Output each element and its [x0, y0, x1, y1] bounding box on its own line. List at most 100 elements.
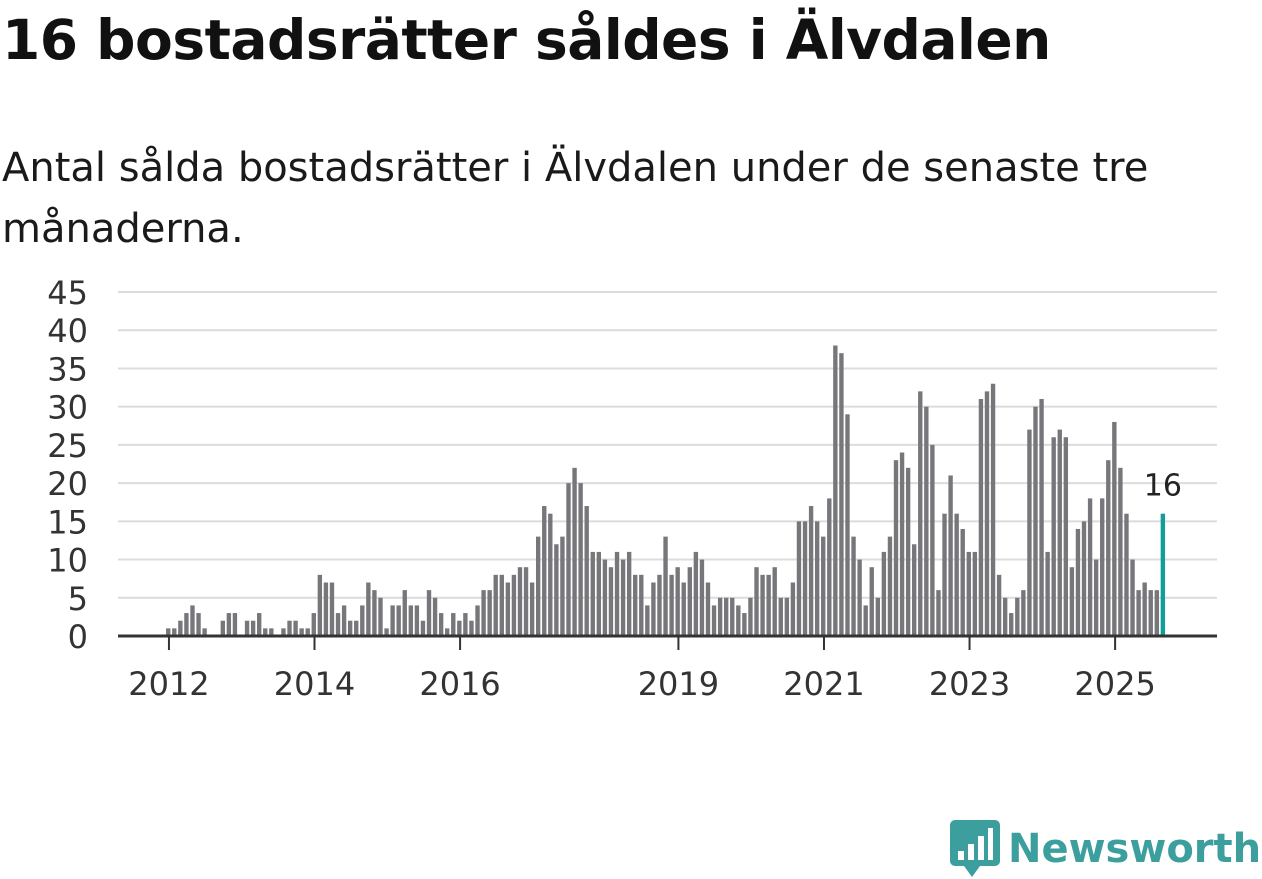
y-tick-label: 0	[68, 618, 88, 656]
bar	[390, 605, 395, 636]
bar	[341, 605, 347, 636]
bar	[887, 536, 893, 636]
bar	[930, 444, 935, 636]
bar	[463, 613, 468, 636]
bar	[1112, 421, 1117, 636]
bar	[202, 628, 207, 636]
bar	[244, 620, 250, 636]
bar	[724, 597, 729, 636]
bar	[936, 590, 941, 636]
bar	[912, 544, 917, 636]
x-axis-ticks: 2012 2014 2016 2019 2021 2023 2025	[128, 636, 1156, 703]
bar	[687, 567, 692, 636]
brand-logo: Newsworthy	[950, 820, 1262, 878]
bar	[1045, 551, 1050, 636]
bar	[584, 506, 589, 636]
bar	[590, 551, 595, 636]
bar	[232, 613, 238, 636]
bar	[875, 597, 880, 636]
x-tick-label: 2019	[638, 665, 719, 703]
bar	[736, 605, 741, 636]
bar	[608, 567, 614, 636]
bar	[414, 605, 420, 636]
x-tick-label: 2025	[1074, 665, 1155, 703]
bar	[408, 605, 413, 636]
bar	[748, 597, 753, 636]
bar	[432, 597, 438, 636]
bar	[493, 574, 498, 636]
bar-latest	[1160, 513, 1166, 636]
bar	[499, 574, 504, 636]
bar	[469, 620, 474, 636]
bar	[578, 483, 583, 636]
bar	[893, 460, 899, 636]
bars	[166, 345, 1166, 636]
bar	[511, 574, 517, 636]
bar	[790, 582, 796, 636]
bar	[335, 613, 341, 636]
bar	[827, 498, 832, 636]
bar	[614, 551, 620, 636]
bar	[281, 628, 286, 636]
bar	[1148, 590, 1153, 636]
bar	[948, 475, 953, 636]
bar	[1051, 437, 1056, 636]
bar	[905, 467, 911, 636]
bar	[1142, 582, 1147, 636]
bar	[293, 620, 298, 636]
x-tick-label: 2023	[929, 665, 1010, 703]
bar	[778, 597, 783, 636]
bar	[323, 582, 329, 636]
bar	[730, 597, 735, 636]
bar	[184, 613, 189, 636]
bar	[760, 574, 765, 636]
bar	[808, 506, 814, 636]
bar	[1154, 590, 1159, 636]
bar	[663, 536, 668, 636]
bar	[772, 567, 777, 636]
bar	[566, 483, 571, 636]
bar	[766, 574, 771, 636]
bar	[645, 605, 650, 636]
x-tick-label: 2016	[419, 665, 500, 703]
bar	[711, 605, 717, 636]
y-tick-label: 5	[68, 580, 88, 618]
y-tick-label: 15	[47, 503, 88, 541]
bar	[420, 620, 426, 636]
bar	[996, 574, 1002, 636]
bar	[857, 559, 862, 636]
last-value-label: 16	[1144, 469, 1182, 504]
bar	[1118, 467, 1123, 636]
bar	[845, 414, 850, 636]
bar	[517, 567, 523, 636]
bar	[287, 620, 292, 636]
y-tick-label: 10	[47, 542, 88, 580]
bar	[438, 613, 444, 636]
bar	[1093, 559, 1099, 636]
bar	[554, 544, 559, 636]
bar	[263, 628, 268, 636]
bar	[918, 391, 923, 636]
bar	[317, 574, 323, 636]
y-tick-label: 45	[47, 274, 88, 312]
bar	[942, 513, 947, 636]
bar	[1124, 513, 1129, 636]
bar	[426, 590, 432, 636]
bar	[384, 628, 389, 636]
bar	[542, 506, 547, 636]
bar	[523, 567, 529, 636]
bar	[1063, 437, 1069, 636]
bar	[972, 551, 978, 636]
bar	[839, 353, 844, 636]
bar	[796, 521, 802, 636]
bar	[754, 567, 759, 636]
bar	[166, 628, 171, 636]
bar	[190, 605, 195, 636]
bar	[639, 574, 644, 636]
bar	[396, 605, 401, 636]
bar	[178, 620, 183, 636]
bar	[742, 613, 747, 636]
bar	[220, 620, 225, 636]
bar	[705, 582, 711, 636]
